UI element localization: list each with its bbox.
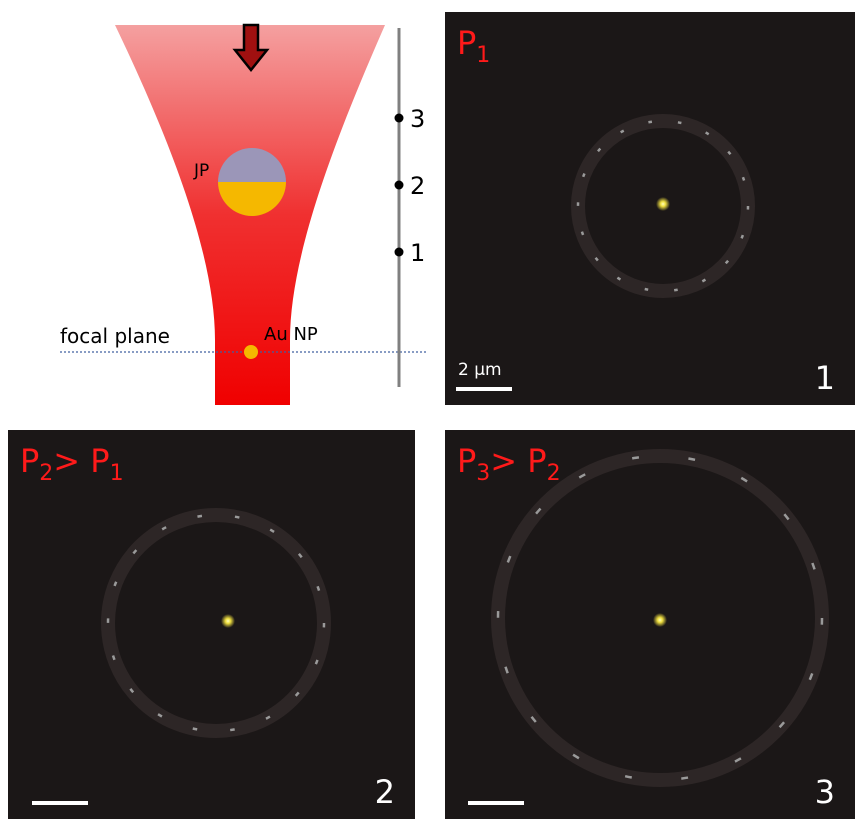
subscript: 2 — [39, 461, 53, 486]
label-text: P — [20, 442, 39, 480]
position-label: 3 — [410, 105, 425, 133]
micrograph — [445, 12, 855, 405]
focal-plane-label: focal plane — [60, 324, 170, 348]
position-dot — [395, 181, 404, 190]
subscript: 2 — [547, 461, 561, 486]
nanoparticle-glow — [656, 197, 670, 211]
position-label: 2 — [410, 172, 425, 200]
position-dot — [395, 248, 404, 257]
subscript: 1 — [110, 461, 124, 486]
position-dot — [395, 114, 404, 123]
figure: JP Au NP focal plane 321P12 µm1P2> P12P3… — [0, 0, 855, 819]
power-label: P2> P1 — [20, 442, 124, 486]
au-np — [244, 345, 258, 359]
scale-bar-label: 2 µm — [458, 360, 502, 380]
micrograph — [8, 430, 415, 819]
subscript: 3 — [476, 461, 490, 486]
label-text: > P — [490, 442, 546, 480]
panel-number: 3 — [815, 773, 835, 811]
subscript: 1 — [476, 43, 490, 68]
micrograph — [445, 430, 855, 819]
nanoparticle-glow — [653, 613, 667, 627]
power-label: P3> P2 — [457, 442, 561, 486]
label-text: > P — [53, 442, 109, 480]
nanoparticle-glow — [221, 614, 235, 628]
au-np-label: Au NP — [264, 324, 318, 345]
jp-label: JP — [193, 161, 209, 181]
label-text: P — [457, 24, 476, 62]
panel-number: 1 — [815, 359, 835, 397]
position-label: 1 — [410, 239, 425, 267]
panel-number: 2 — [375, 773, 395, 811]
label-text: P — [457, 442, 476, 480]
